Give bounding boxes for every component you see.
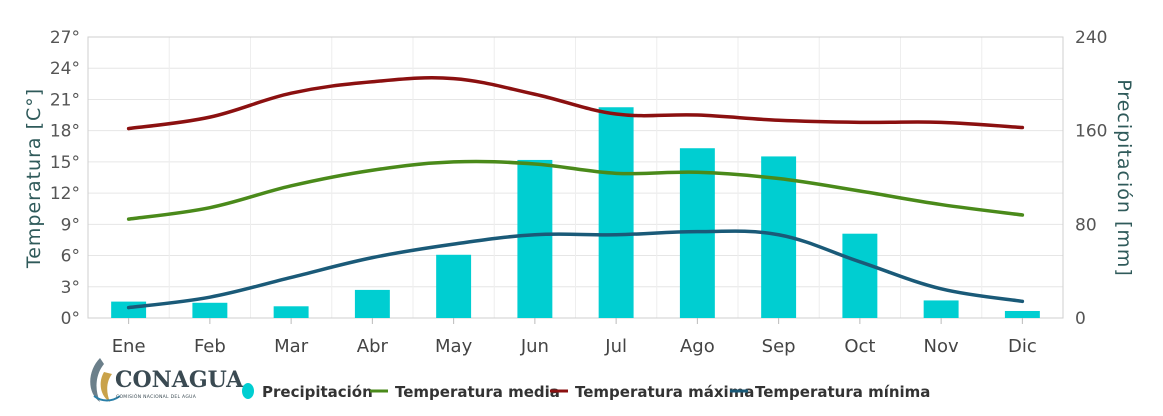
legend-label-temperatura-maxima: Temperatura máxima (575, 383, 754, 401)
legend-label-precipitacion: Precipitación (262, 383, 373, 401)
legend-marker-precipitacion (242, 383, 254, 399)
legend-item-temperatura-minima[interactable]: Temperatura mínima (730, 383, 930, 401)
left-axis-title: Temperatura [C°] (23, 88, 45, 269)
left-axis-ticks: 0° 3° 6° 9° 12° 15° 18° 21° 24° 27° (50, 28, 80, 329)
bar-precipitacion-dic[interactable] (1004, 310, 1040, 318)
plot-area-border (87, 36, 1064, 319)
x-tick-label: Ene (112, 336, 146, 357)
x-tick-label: Dic (1008, 336, 1037, 357)
x-tick-label: Feb (194, 336, 226, 357)
left-tick-label: 6° (61, 247, 80, 267)
line-temperatura-minima[interactable] (126, 229, 1025, 310)
line-temperatura-media[interactable] (126, 159, 1025, 221)
legend-item-precipitacion[interactable]: Precipitación (242, 383, 373, 401)
x-tick-label: Jun (520, 336, 549, 357)
left-tick-label: 21° (50, 90, 80, 110)
conagua-logo: CONAGUA COMISIÓN NACIONAL DEL AGUA (90, 358, 244, 402)
x-tick-label: May (435, 336, 473, 357)
right-axis-ticks: 0 80 160 240 (1075, 28, 1107, 329)
logo-name: CONAGUA (115, 367, 244, 393)
grid-lines (87, 36, 1064, 319)
left-tick-label: 18° (50, 122, 80, 142)
right-tick-label: 80 (1075, 215, 1097, 235)
left-tick-label: 27° (50, 28, 80, 48)
left-tick-label: 24° (50, 59, 80, 79)
left-tick-label: 9° (61, 215, 80, 235)
legend-label-temperatura-media: Temperatura media (395, 383, 560, 401)
bar-precipitacion-may[interactable] (436, 254, 472, 318)
x-tick-label: Oct (844, 336, 875, 357)
legend-label-temperatura-minima: Temperatura mínima (755, 383, 930, 401)
right-axis-title: Precipitación [mm] (1113, 79, 1135, 277)
legend-item-temperatura-maxima[interactable]: Temperatura máxima (550, 383, 754, 401)
x-tick-label: Ago (680, 336, 715, 357)
x-tick-label: Mar (274, 336, 309, 357)
right-tick-label: 0 (1075, 309, 1086, 329)
logo-subtitle: COMISIÓN NACIONAL DEL AGUA (116, 393, 197, 400)
x-tick-label: Jul (604, 336, 627, 357)
x-axis-ticks: Ene Feb Mar Abr May Jun Jul Ago Sep Oct Nov Dic (112, 318, 1037, 357)
precipitation-bars (111, 107, 1040, 318)
x-tick-label: Nov (924, 336, 959, 357)
right-tick-label: 240 (1075, 28, 1107, 48)
bar-precipitacion-ene[interactable] (111, 301, 147, 318)
temperature-lines (126, 76, 1025, 310)
x-tick-label: Abr (357, 336, 389, 357)
left-tick-label: 3° (61, 278, 80, 298)
bar-precipitacion-jun[interactable] (517, 159, 553, 318)
left-tick-label: 12° (50, 184, 80, 204)
bar-precipitacion-mar[interactable] (273, 306, 309, 318)
bar-precipitacion-abr[interactable] (354, 289, 390, 318)
bar-precipitacion-feb[interactable] (192, 302, 228, 318)
legend: Precipitación Temperatura media Temperat… (242, 383, 930, 401)
right-tick-label: 160 (1075, 122, 1107, 142)
line-temperatura-maxima[interactable] (126, 76, 1025, 131)
bar-precipitacion-jul[interactable] (598, 107, 634, 318)
bar-precipitacion-oct[interactable] (842, 233, 878, 318)
logo-emblem-icon (90, 358, 104, 402)
left-tick-label: 15° (50, 153, 80, 173)
x-tick-label: Sep (762, 336, 796, 357)
left-tick-label: 0° (61, 309, 80, 329)
legend-item-temperatura-media[interactable]: Temperatura media (370, 383, 560, 401)
bar-precipitacion-nov[interactable] (923, 300, 959, 318)
